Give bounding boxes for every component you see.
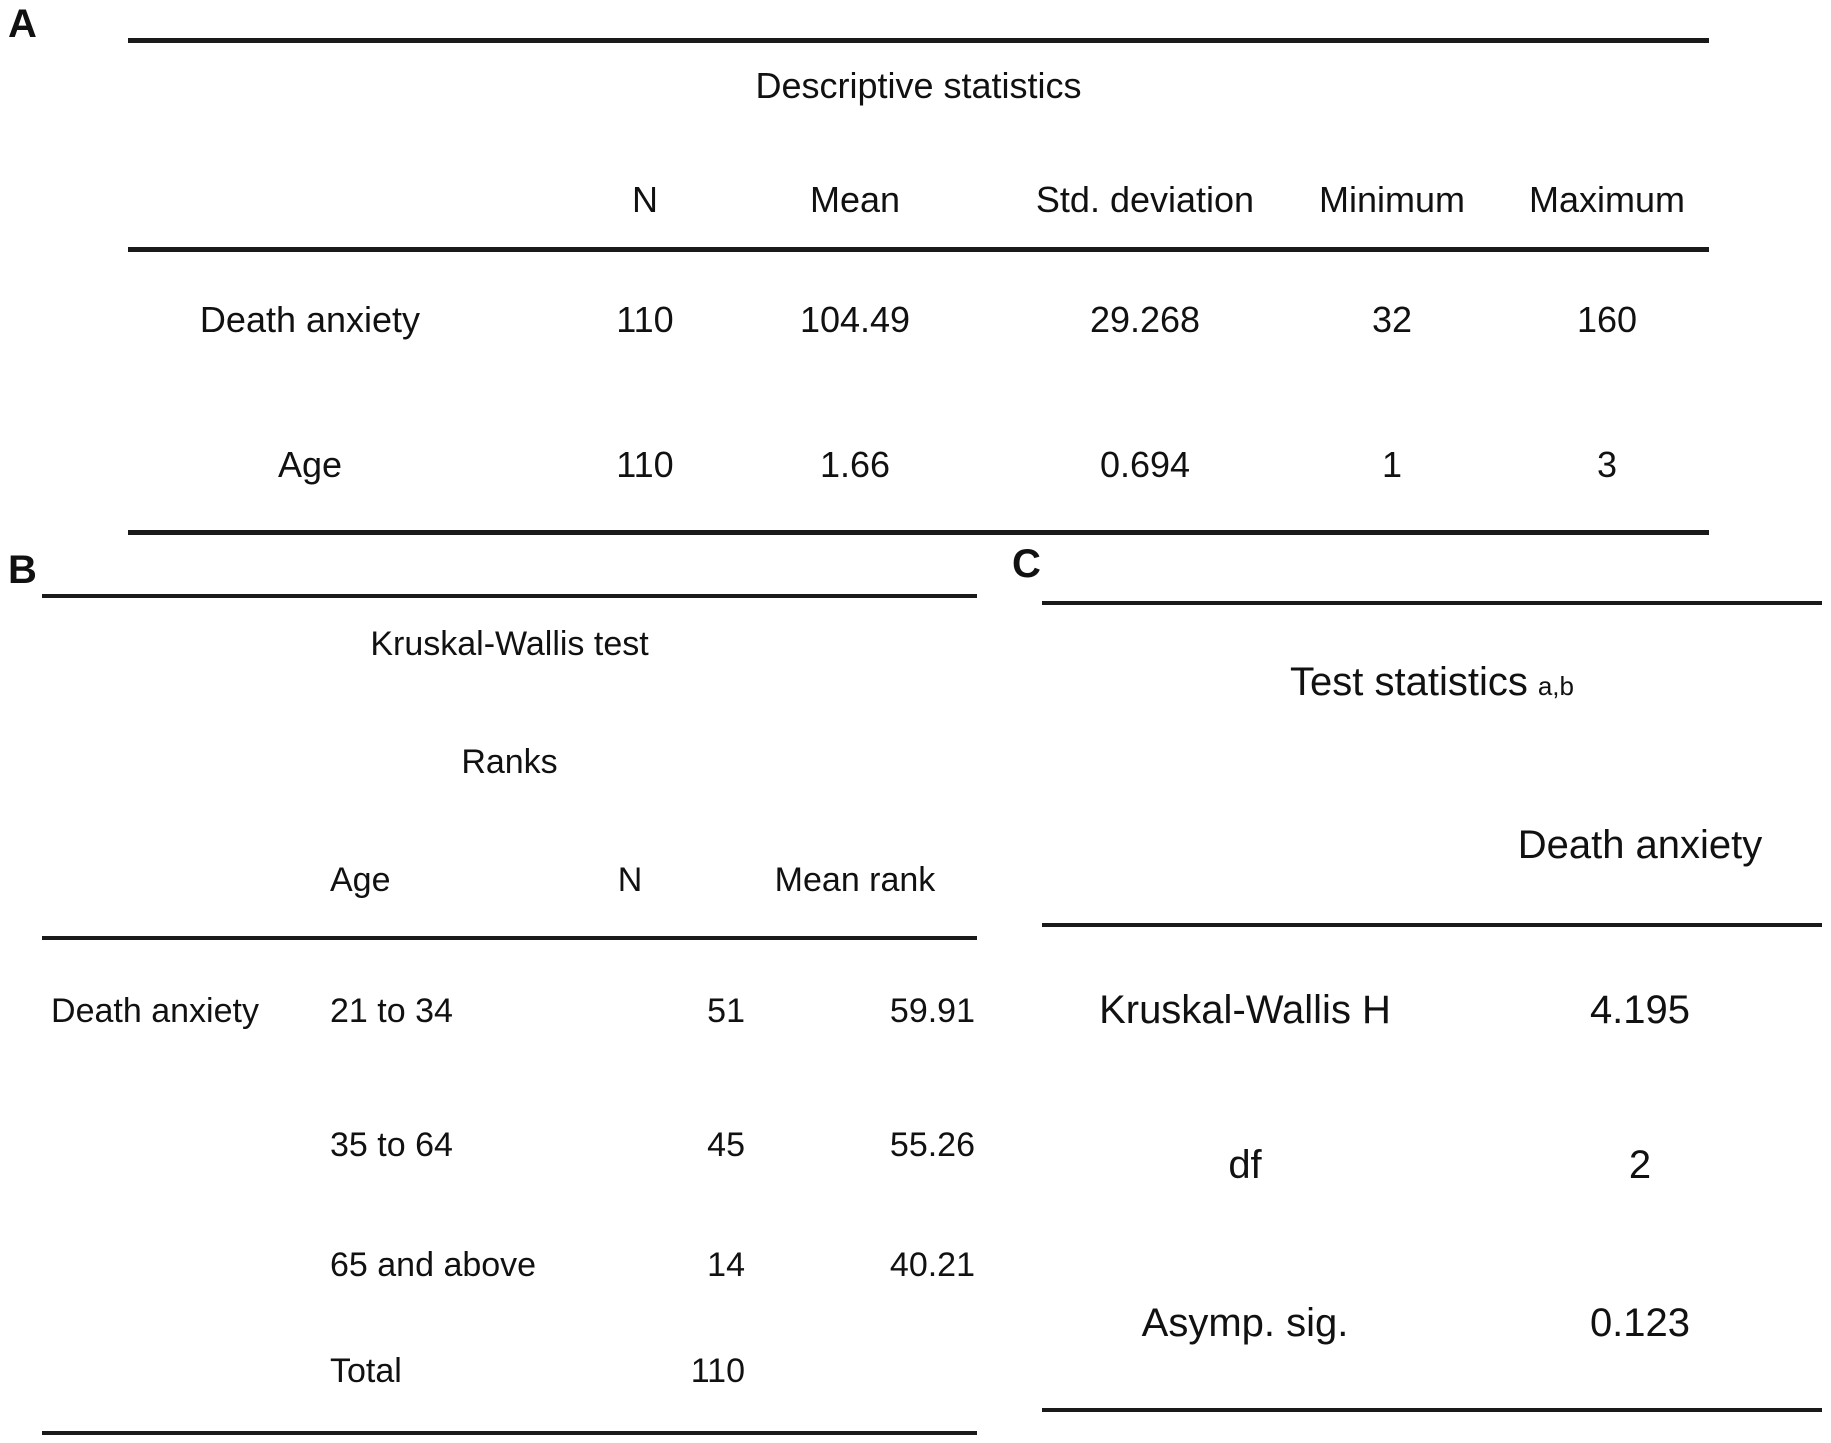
- table-b-header-n: N: [617, 861, 643, 899]
- table-c-title-text: Test statistics: [1290, 660, 1528, 704]
- table-b-top-rule: [42, 594, 977, 598]
- table-a-top-rule: [128, 38, 1709, 43]
- table-a-header-mean: Mean: [809, 179, 901, 220]
- table-b-header-age: Age: [330, 861, 391, 899]
- table-a-title: Descriptive statistics: [755, 65, 1082, 106]
- table-a-cell-min: 32: [1371, 299, 1413, 340]
- table-c-title: Test statistics a,b: [1042, 656, 1822, 708]
- table-b-cell-mean-rank: 59.91: [889, 992, 975, 1030]
- table-c-stat-value: 2: [1628, 1143, 1652, 1187]
- table-c-stat-label: Asymp. sig.: [1141, 1301, 1349, 1345]
- table-b-bottom-rule: [42, 1431, 977, 1435]
- table-a-cell-n: 110: [616, 444, 674, 485]
- table-a-mid-rule: [128, 247, 1709, 252]
- table-c-stat-label: df: [1228, 1143, 1262, 1187]
- table-b-cell-n: 14: [707, 1246, 745, 1284]
- table-b-cell-age: Total: [330, 1352, 402, 1390]
- table-c-title-note: a,b: [1537, 671, 1574, 701]
- panel-a-label: A: [8, 2, 37, 46]
- table-a-cell-n: 110: [616, 299, 674, 340]
- table-b-cell-age: 65 and above: [330, 1246, 537, 1284]
- table-a-cell-max: 3: [1596, 444, 1618, 485]
- table-a-cell-std: 0.694: [1099, 444, 1191, 485]
- table-a-header-std-deviation: Std. deviation: [1035, 179, 1255, 220]
- table-b-group-label: Death anxiety: [51, 992, 259, 1030]
- table-c-column-header: Death anxiety: [1517, 823, 1763, 867]
- table-a-header-minimum: Minimum: [1318, 179, 1465, 220]
- table-a-header-n: N: [632, 179, 658, 220]
- table-b-cell-age: 35 to 64: [330, 1126, 453, 1164]
- table-c-stat-value: 0.123: [1589, 1301, 1691, 1345]
- table-b-cell-n: 110: [690, 1352, 745, 1390]
- table-a-cell-mean: 104.49: [799, 299, 911, 340]
- table-b-mid-rule: [42, 936, 977, 940]
- table-c-stat-label: Kruskal-Wallis H: [1099, 988, 1391, 1032]
- table-a-cell-min: 1: [1381, 444, 1403, 485]
- table-b-cell-n: 45: [707, 1126, 745, 1164]
- table-b-cell-age: 21 to 34: [330, 992, 453, 1030]
- table-b-cell-mean-rank: [735, 1349, 975, 1393]
- panel-b-label: B: [8, 548, 37, 592]
- table-b-cell-mean-rank: 55.26: [889, 1126, 975, 1164]
- table-a-header-maximum: Maximum: [1528, 179, 1685, 220]
- table-a-cell-max: 160: [1576, 299, 1638, 340]
- table-a-cell-std: 29.268: [1089, 299, 1201, 340]
- table-b-cell-mean-rank: 40.21: [889, 1246, 975, 1284]
- table-b-header-mean-rank: Mean rank: [774, 861, 936, 899]
- table-a-cell-mean: 1.66: [819, 444, 891, 485]
- table-c-top-rule: [1042, 601, 1822, 605]
- table-c-bottom-rule: [1042, 1408, 1822, 1412]
- table-a-row-label: Death anxiety: [199, 299, 421, 340]
- table-a-row-label: Age: [277, 444, 343, 485]
- table-b-subtitle: Ranks: [461, 743, 558, 781]
- table-b-cell-n: 51: [707, 992, 745, 1030]
- table-c-stat-value: 4.195: [1589, 988, 1691, 1032]
- table-c-mid-rule: [1042, 923, 1822, 927]
- table-a-bottom-rule: [128, 530, 1709, 535]
- panel-c-label: C: [1012, 542, 1041, 586]
- table-b-title: Kruskal-Wallis test: [370, 625, 649, 663]
